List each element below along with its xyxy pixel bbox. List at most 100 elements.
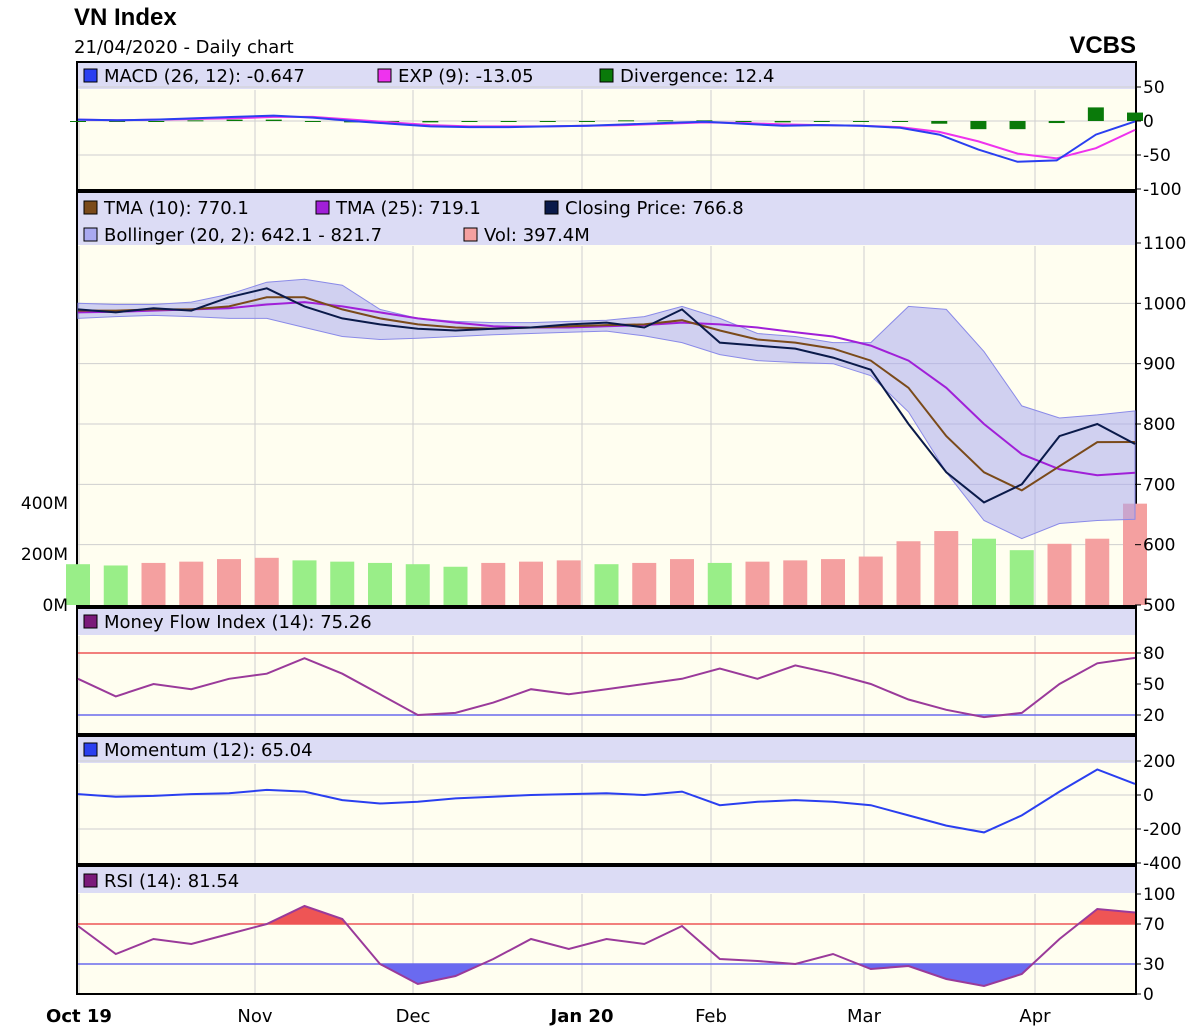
divergence-bar xyxy=(657,120,674,122)
x-tick-label: Apr xyxy=(1019,1006,1051,1027)
mfi-line xyxy=(77,656,1136,719)
x-tick-label: Dec xyxy=(396,1006,431,1027)
y-tick-label: 1100 xyxy=(1143,234,1186,254)
volume-bar xyxy=(481,562,506,605)
rsi-legend-bar xyxy=(78,867,1135,893)
divergence-bar xyxy=(578,121,595,122)
divergence-bar xyxy=(970,121,987,130)
tma10-legend-label: TMA (10): 770.1 xyxy=(103,198,249,219)
mfi-legend-swatch xyxy=(83,614,98,629)
divergence-legend-swatch xyxy=(599,68,614,83)
y-tick-label: 50 xyxy=(1143,675,1165,695)
divergence-bar xyxy=(304,121,321,122)
y-tick-label: 0 xyxy=(1143,985,1154,1005)
macd-panel: MACD (26, 12): -0.647 EXP (9): -13.05 Di… xyxy=(70,61,1182,200)
price-panel: TMA (10): 770.1 TMA (25): 719.1 Closing … xyxy=(21,191,1186,616)
y-tick-label: 50 xyxy=(1143,78,1165,98)
exp-legend-label: EXP (9): -13.05 xyxy=(398,66,534,87)
divergence-bar xyxy=(892,121,909,122)
volume-bar xyxy=(292,560,317,605)
divergence-bar xyxy=(70,121,86,122)
macd-grid xyxy=(78,86,1135,189)
momentum-legend-label: Momentum (12): 65.04 xyxy=(104,740,313,761)
divergence-bar xyxy=(422,121,439,123)
price-legend: TMA (10): 770.1 TMA (25): 719.1 Closing … xyxy=(83,198,744,246)
macd-y-ticks: 50 0 -50 -100 xyxy=(1135,78,1182,200)
volume-bar xyxy=(103,565,128,605)
divergence-bar xyxy=(774,121,791,123)
volume-bar xyxy=(632,562,657,605)
momentum-y-ticks: 200 0 -200 -400 xyxy=(1135,752,1182,874)
volume-bar xyxy=(519,561,543,605)
mfi-y-ticks: 80 50 20 xyxy=(1135,644,1165,726)
divergence-bar xyxy=(148,121,165,122)
rsi-y-ticks: 100 70 30 0 xyxy=(1135,885,1175,1005)
tma10-legend-swatch xyxy=(83,200,98,215)
volume-bar xyxy=(217,559,241,605)
y-tick-label: 800 xyxy=(1143,415,1175,435)
y-tick-label: 30 xyxy=(1143,955,1165,975)
tma25-line xyxy=(77,301,1136,477)
x-tick-label: Feb xyxy=(695,1006,727,1027)
tma25-legend-label: TMA (25): 719.1 xyxy=(335,198,481,219)
y-tick-label: -400 xyxy=(1143,854,1182,874)
y-tick-label: -100 xyxy=(1143,180,1182,200)
bollinger-legend-label: Bollinger (20, 2): 642.1 - 821.7 xyxy=(104,225,382,246)
y-tick-label: -50 xyxy=(1143,146,1171,166)
divergence-bar xyxy=(226,119,243,121)
volume-bar xyxy=(1123,503,1147,605)
closing-price-line xyxy=(77,287,1136,504)
divergence-bar xyxy=(931,121,948,124)
price-y-ticks: 1100 1000 900 800 700 600 500 xyxy=(1135,234,1186,616)
divergence-bar xyxy=(1087,107,1104,121)
mfi-legend-label: Money Flow Index (14): 75.26 xyxy=(104,612,372,633)
volume-bar xyxy=(556,560,581,605)
chart-subtitle: 21/04/2020 - Daily chart xyxy=(74,37,294,58)
x-tick-label: Mar xyxy=(847,1006,882,1027)
mfi-panel: Money Flow Index (14): 75.26 80 50 20 xyxy=(76,607,1165,735)
x-tick-label: Nov xyxy=(237,1006,272,1027)
divergence-bar xyxy=(461,121,478,122)
y-tick-label: 0 xyxy=(1143,112,1154,132)
y-tick-label: 900 xyxy=(1143,355,1175,375)
price-legend-bar xyxy=(78,193,1135,245)
y-tick-label: 100 xyxy=(1143,885,1175,905)
closing-price-legend-swatch xyxy=(544,200,559,215)
vol-legend-label: Vol: 397.4M xyxy=(484,225,590,246)
macd-legend-label: MACD (26, 12): -0.647 xyxy=(104,66,305,87)
vol-legend-swatch xyxy=(463,227,478,242)
volume-bar xyxy=(745,561,770,605)
volume-bar xyxy=(179,561,204,605)
volume-bar xyxy=(934,531,959,605)
rsi-legend-swatch xyxy=(83,873,98,888)
divergence-bar xyxy=(500,121,517,122)
divergence-bar xyxy=(735,121,752,122)
bollinger-legend-swatch xyxy=(83,227,98,242)
exp-legend-swatch xyxy=(377,68,392,83)
volume-tick-label: 400M xyxy=(21,494,68,514)
volume-tick-label: 200M xyxy=(21,545,68,565)
volume-bar xyxy=(330,561,355,605)
y-tick-label: 700 xyxy=(1143,475,1175,495)
momentum-legend-swatch xyxy=(83,742,98,757)
rsi-line xyxy=(77,904,1136,988)
volume-bar xyxy=(707,562,732,605)
y-tick-label: 0 xyxy=(1143,786,1154,806)
divergence-bar xyxy=(265,119,282,121)
momentum-grid xyxy=(78,760,1135,863)
divergence-bar xyxy=(618,120,635,122)
volume-bar xyxy=(670,559,694,605)
x-axis-labels: Oct 19 Nov Dec Jan 20 Feb Mar Apr xyxy=(46,1006,1051,1027)
macd-line xyxy=(77,114,1136,163)
x-tick-label: Oct 19 xyxy=(46,1006,112,1027)
tma10-line xyxy=(78,296,1136,492)
y-tick-label: 20 xyxy=(1143,706,1165,726)
y-tick-label: 500 xyxy=(1143,596,1175,616)
mfi-legend-bar xyxy=(78,609,1135,635)
brand-label: VCBS xyxy=(1069,32,1136,59)
volume-bar xyxy=(254,557,279,605)
divergence-bar xyxy=(1009,121,1026,130)
volume-bar xyxy=(1009,550,1034,605)
divergence-bar xyxy=(1127,112,1143,121)
